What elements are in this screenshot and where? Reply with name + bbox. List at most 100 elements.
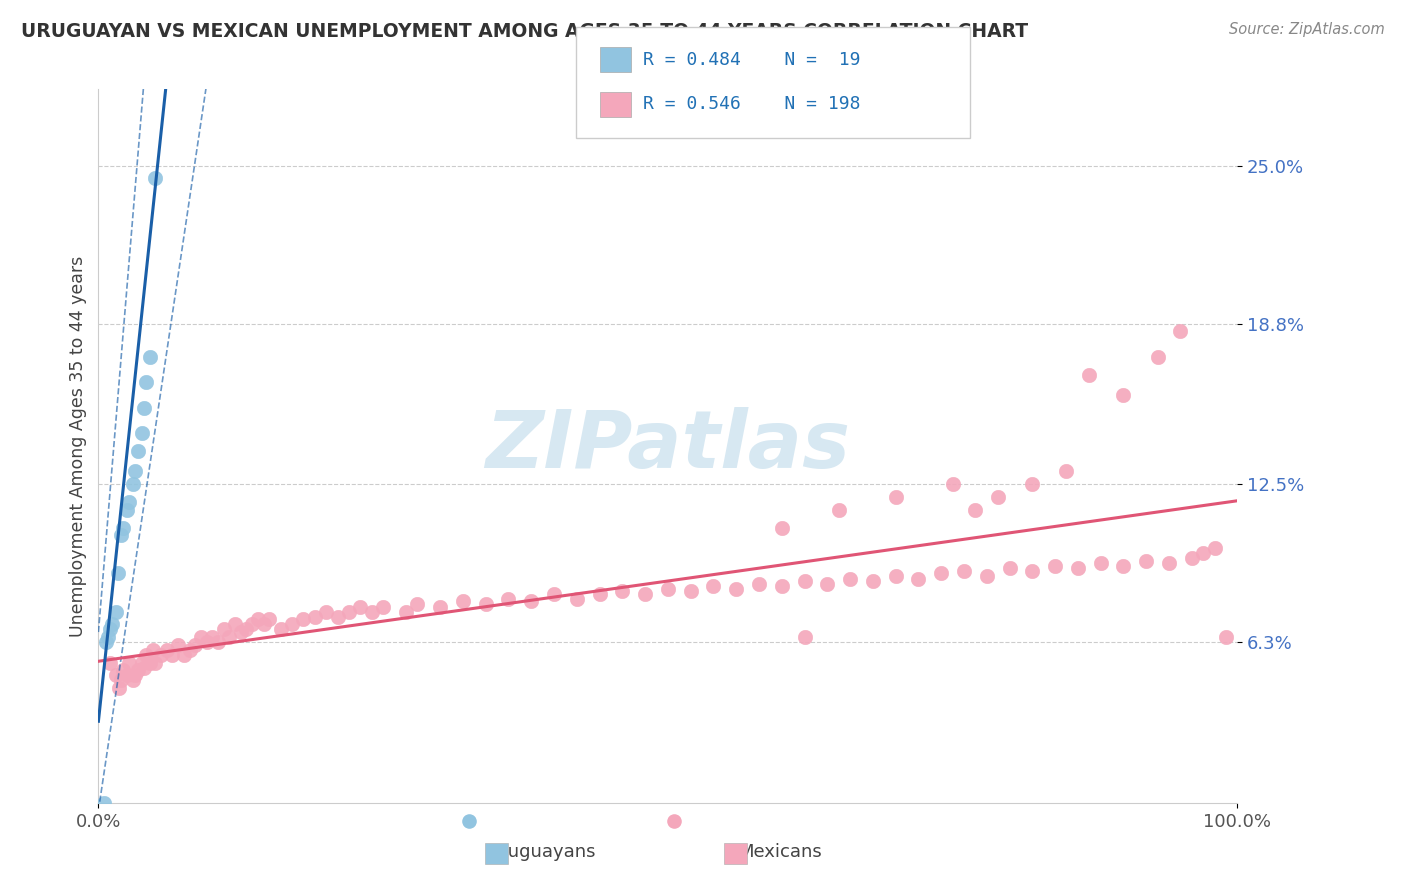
Point [173,648,195,662]
Point [127,444,149,458]
Point [207,635,229,649]
Point [498,591,520,606]
Point [520,594,543,608]
Point [150,648,173,662]
Point [235,623,257,637]
Point [1181,551,1204,566]
Point [118,656,141,670]
Point [112,663,135,677]
Point [167,638,190,652]
Point [138,350,160,364]
Point [679,584,702,599]
Point [190,630,212,644]
Point [124,668,146,682]
Point [565,591,588,606]
Point [1112,388,1135,402]
Point [135,376,157,390]
Point [1215,630,1237,644]
Point [98,656,121,670]
Point [337,605,360,619]
Point [429,599,451,614]
Point [292,612,315,626]
Point [474,597,496,611]
Point [1112,558,1135,573]
Point [218,630,240,644]
Point [246,612,269,626]
Point [104,668,127,682]
Point [118,495,141,509]
Text: URUGUAYAN VS MEXICAN UNEMPLOYMENT AMONG AGES 35 TO 44 YEARS CORRELATION CHART: URUGUAYAN VS MEXICAN UNEMPLOYMENT AMONG … [21,22,1028,41]
Point [304,609,326,624]
Point [1170,324,1192,338]
Point [224,617,246,632]
Text: Mexicans: Mexicans [738,843,823,861]
Point [184,638,207,652]
Point [229,625,252,640]
Point [270,623,292,637]
Point [588,587,610,601]
Point [839,572,862,586]
Point [1090,556,1112,570]
Point [132,661,155,675]
Point [259,612,281,626]
Point [929,566,952,581]
Point [96,630,118,644]
Point [987,490,1010,504]
Point [1157,556,1180,570]
Point [145,656,167,670]
Point [252,617,274,632]
Point [815,576,838,591]
Point [976,569,998,583]
Point [884,490,907,504]
Point [115,502,138,516]
Point [135,648,157,662]
Point [104,605,127,619]
Point [862,574,884,588]
Point [112,520,135,534]
Point [360,605,382,619]
Point [884,569,907,583]
Point [770,579,793,593]
Point [162,648,184,662]
Point [702,579,724,593]
Point [657,582,679,596]
Point [127,663,149,677]
Text: Source: ZipAtlas.com: Source: ZipAtlas.com [1229,22,1385,37]
Point [110,528,132,542]
Point [145,171,167,186]
Point [1067,561,1090,575]
Y-axis label: Unemployment Among Ages 35 to 44 years: Unemployment Among Ages 35 to 44 years [69,255,87,637]
Text: R = 0.546    N = 198: R = 0.546 N = 198 [643,95,860,113]
Point [1043,558,1066,573]
Point [793,574,815,588]
Point [1021,564,1043,578]
Point [108,681,131,695]
Point [942,477,965,491]
Point [96,635,118,649]
Point [326,609,349,624]
Point [110,673,132,688]
Point [131,426,153,441]
Text: Uruguayans: Uruguayans [486,843,596,861]
Point [634,587,657,601]
Point [457,859,479,873]
Point [770,520,793,534]
Point [101,617,124,632]
Point [121,477,143,491]
Point [1135,554,1157,568]
Point [142,643,165,657]
Point [201,630,224,644]
Point [179,643,201,657]
Point [138,656,160,670]
Point [1078,368,1101,382]
Point [1204,541,1226,555]
Point [1054,465,1078,479]
Point [748,576,770,591]
Point [1146,350,1168,364]
Point [998,561,1021,575]
Point [156,643,179,657]
Point [349,599,371,614]
Point [965,502,987,516]
Point [406,597,429,611]
Point [907,572,929,586]
